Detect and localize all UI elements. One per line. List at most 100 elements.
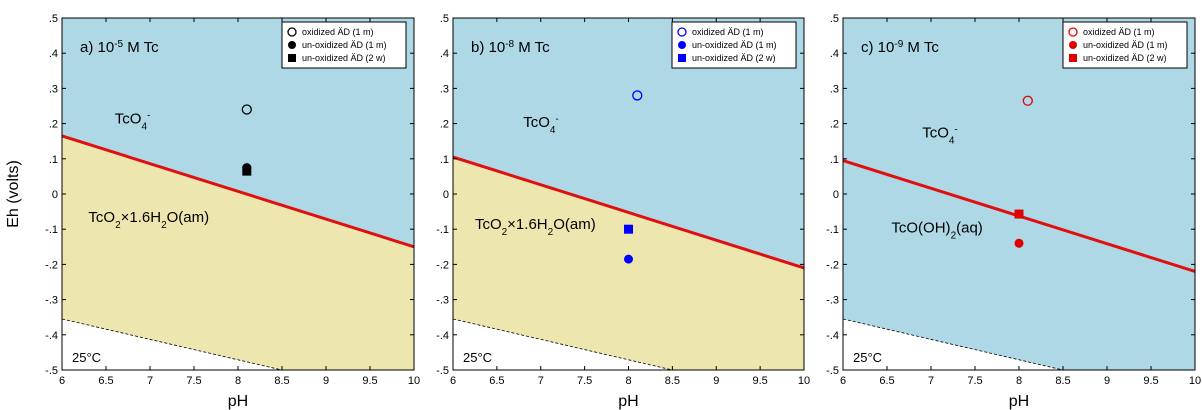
legend-label: oxidized ÄD (1 m)	[302, 27, 374, 37]
chart-panel-1: 6 6.5 7 7.5 8 8.5 9 9.5 10 .5 .4 .3 .2 .1 0 -.1 -.2 -.3 -.…	[5, 13, 420, 410]
temperature-label: 25°C	[463, 350, 492, 365]
x-tick-label: 7.5	[186, 375, 201, 387]
data-point	[242, 166, 252, 176]
legend-marker	[678, 54, 686, 62]
region-label: TcO4-	[523, 114, 559, 136]
x-tick-label: 8	[625, 375, 631, 387]
water-limit-line	[452, 318, 673, 371]
data-point	[624, 224, 633, 234]
y-tick-label: .4	[440, 48, 449, 60]
data-point	[1014, 209, 1024, 219]
x-tick-label: 9.5	[362, 375, 377, 387]
legend-marker	[678, 41, 686, 49]
region-label: TcO2×1.6H2O(am)	[475, 216, 596, 238]
x-tick-label: 6	[840, 375, 846, 387]
x-tick-label: 6.5	[98, 375, 113, 387]
legend-box	[281, 21, 407, 69]
y-tick-label: .3	[830, 83, 839, 95]
x-axis-label: pH	[1009, 393, 1029, 410]
chart-panel-3: 6 6.5 7 7.5 8 8.5 9 9.5 10 .5 .4 .3 .2 .1 0 -.1 -.2 -.3 -.…	[826, 13, 1201, 410]
x-tick-label: 6	[59, 375, 65, 387]
y-tick-label: .5	[830, 13, 839, 25]
legend-marker	[1069, 41, 1077, 49]
x-tick-label: 8.5	[1055, 375, 1070, 387]
panel-label: a) 10-5 M Tc	[80, 39, 159, 57]
x-tick-label: 9.5	[752, 375, 767, 387]
region-label: TcO4-	[922, 124, 958, 146]
region-label: TcO4-	[115, 110, 151, 132]
y-tick-label: -.3	[436, 295, 449, 307]
data-point	[1022, 95, 1033, 106]
y-tick-label: -.3	[826, 295, 839, 307]
y-tick-label: 0	[443, 189, 449, 201]
x-tick-label: 9	[1104, 375, 1110, 387]
y-tick-label: .4	[49, 48, 58, 60]
x-tick-label: 9	[713, 375, 719, 387]
region-label: TcO2×1.6H2O(am)	[88, 209, 209, 231]
legend-box	[1062, 21, 1188, 69]
y-tick-label: 0	[52, 189, 58, 201]
water-limit-line	[842, 318, 1064, 371]
predominance-region-solid	[62, 135, 414, 370]
x-tick-label: 7	[147, 375, 153, 387]
data-point	[632, 90, 643, 101]
legend-marker	[1069, 54, 1077, 62]
y-tick-label: -.2	[436, 259, 449, 271]
legend-label: un-oxidized ÄD (2 w)	[692, 53, 776, 63]
y-tick-label: -.4	[45, 330, 58, 342]
legend-box	[671, 21, 797, 69]
water-limit-line	[61, 318, 283, 371]
x-tick-label: 8	[235, 375, 241, 387]
x-tick-label: 7	[538, 375, 544, 387]
boundary-line	[452, 155, 805, 270]
legend-marker	[1068, 27, 1078, 37]
x-tick-label: 6.5	[879, 375, 894, 387]
y-tick-label: .3	[440, 83, 449, 95]
y-tick-label: .2	[49, 119, 58, 131]
y-tick-label: .1	[49, 154, 58, 166]
legend-label: oxidized ÄD (1 m)	[1083, 27, 1155, 37]
data-point	[241, 104, 252, 115]
y-tick-label: -.1	[45, 224, 58, 236]
x-tick-label: 10	[1189, 375, 1201, 387]
y-tick-label: -.2	[826, 259, 839, 271]
y-tick-label: -.4	[436, 330, 449, 342]
y-tick-label: .2	[440, 119, 449, 131]
temperature-label: 25°C	[72, 350, 101, 365]
legend-marker	[288, 54, 296, 62]
legend-marker	[288, 41, 296, 49]
legend-label: oxidized ÄD (1 m)	[692, 27, 764, 37]
y-tick-label: -.1	[826, 224, 839, 236]
chart-panel-2: 6 6.5 7 7.5 8 8.5 9 9.5 10 .5 .4 .3 .2 .1 0 -.1 -.2 -.3 -.…	[436, 13, 810, 410]
data-point	[624, 254, 633, 264]
y-tick-label: -.1	[436, 224, 449, 236]
legend-label: un-oxidized ÄD (1 m)	[1083, 40, 1168, 50]
legend-label: un-oxidized ÄD (1 m)	[302, 40, 387, 50]
x-axis-label: pH	[618, 393, 638, 410]
y-tick-label: .4	[830, 48, 839, 60]
predominance-region-upper	[843, 18, 1195, 370]
y-axis-label: Eh (volts)	[5, 160, 22, 228]
y-tick-label: .2	[830, 119, 839, 131]
y-tick-label: .3	[49, 83, 58, 95]
region-label: TcO(OH)2(aq)	[891, 220, 982, 242]
x-tick-label: 8	[1016, 375, 1022, 387]
x-axis-label: pH	[228, 393, 248, 410]
panel-label: c) 10-9 M Tc	[861, 39, 939, 57]
x-tick-label: 6.5	[489, 375, 504, 387]
x-tick-label: 8.5	[274, 375, 289, 387]
x-tick-label: 8.5	[665, 375, 680, 387]
y-tick-label: .1	[440, 154, 449, 166]
x-tick-label: 6	[450, 375, 456, 387]
panel-label: b) 10-8 M Tc	[471, 39, 550, 57]
legend-marker	[677, 27, 687, 37]
boundary-line	[61, 134, 415, 249]
y-tick-label: .5	[440, 13, 449, 25]
data-point	[1014, 238, 1024, 248]
y-tick-label: -.5	[45, 365, 58, 377]
y-tick-label: -.2	[45, 259, 58, 271]
x-tick-label: 7.5	[577, 375, 592, 387]
x-tick-label: 7	[928, 375, 934, 387]
y-tick-label: .1	[830, 154, 839, 166]
